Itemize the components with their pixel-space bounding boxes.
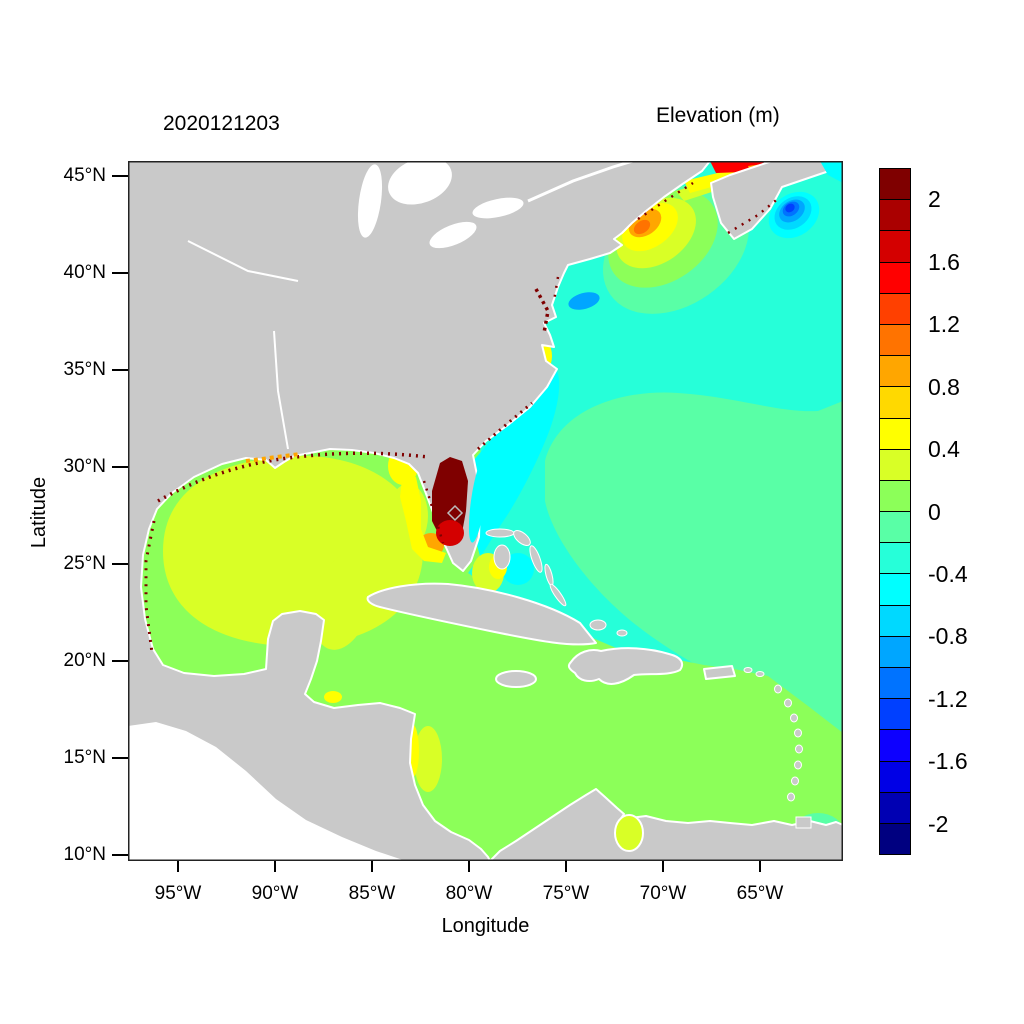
colorbar-segment bbox=[880, 791, 910, 823]
colorbar-segment bbox=[880, 169, 910, 200]
x-tick-mark bbox=[565, 861, 567, 872]
colorbar-segment bbox=[880, 386, 910, 418]
timestamp-title: 2020121203 bbox=[163, 112, 280, 135]
scotian-shelf-low-rings bbox=[768, 191, 820, 239]
new-jersey-coast-low-spot bbox=[568, 292, 600, 310]
y-tick-mark bbox=[112, 660, 128, 662]
cuba-island bbox=[366, 582, 597, 646]
great-lakes bbox=[357, 161, 524, 249]
y-tick-label: 25°N bbox=[63, 553, 106, 574]
colorbar-segment bbox=[880, 417, 910, 449]
colorbar-segment bbox=[880, 323, 910, 356]
x-axis-title: Longitude bbox=[441, 915, 530, 937]
y-tick-label: 20°N bbox=[63, 650, 106, 671]
lake-okeechobee-outline bbox=[446, 504, 464, 522]
y-tick-mark bbox=[112, 175, 128, 177]
x-tick-label: 95°W bbox=[154, 883, 202, 904]
colorbar-tick-label: -0.8 bbox=[928, 623, 968, 650]
colorbar-tick-label: 0.8 bbox=[928, 373, 960, 400]
x-tick-label: 80°W bbox=[445, 883, 493, 904]
y-tick-label: 15°N bbox=[63, 747, 106, 768]
x-tick-mark bbox=[177, 861, 179, 872]
colorbar-tick-label: -1.6 bbox=[928, 748, 968, 775]
colorbar-segment bbox=[880, 199, 910, 231]
central-atlantic-patch bbox=[545, 392, 843, 733]
colorbar-segment bbox=[880, 292, 910, 324]
colorbar-tick-label: -1.2 bbox=[928, 685, 968, 712]
map-plot-area bbox=[128, 161, 843, 861]
colorbar-tick-label: 0.4 bbox=[928, 436, 960, 463]
y-tick-mark bbox=[112, 757, 128, 759]
pacific-no-data-region bbox=[128, 722, 406, 861]
lake-maracaibo-high bbox=[614, 814, 644, 852]
elevation-contour-map bbox=[128, 161, 843, 861]
colorbar bbox=[879, 168, 911, 855]
colorbar-segment bbox=[880, 760, 910, 792]
y-tick-label: 10°N bbox=[63, 844, 106, 865]
colorbar-tick-label: 1.2 bbox=[928, 311, 960, 338]
y-axis-title: Latitude bbox=[28, 476, 50, 549]
colorbar-segment bbox=[880, 604, 910, 636]
colorbar-segment bbox=[880, 511, 910, 543]
y-tick-label: 45°N bbox=[63, 165, 106, 186]
colorbar-tick-label: 1.6 bbox=[928, 248, 960, 275]
south-america-land bbox=[489, 788, 843, 861]
colorbar-segment bbox=[880, 729, 910, 761]
colorbar-segment bbox=[880, 822, 910, 855]
colorbar-segment bbox=[880, 479, 910, 512]
x-tick-mark bbox=[371, 861, 373, 872]
colorbar-segment bbox=[880, 261, 910, 293]
y-tick-mark bbox=[112, 563, 128, 565]
river-lines bbox=[187, 161, 634, 450]
colorbar-tick-label: -2 bbox=[928, 810, 949, 837]
colorbar-title: Elevation (m) bbox=[656, 104, 780, 127]
colorbar-segment bbox=[880, 573, 910, 605]
colorbar-tick-label: 0 bbox=[928, 498, 941, 525]
y-tick-label: 30°N bbox=[63, 456, 106, 477]
colorbar-segment bbox=[880, 355, 910, 387]
colorbar-segment bbox=[880, 230, 910, 262]
hispaniola-island bbox=[567, 647, 684, 685]
colorbar-segment bbox=[880, 667, 910, 699]
puerto-rico-island bbox=[703, 665, 736, 680]
southeast-shelf-cyan-patch bbox=[469, 371, 560, 556]
y-tick-mark bbox=[112, 272, 128, 274]
colorbar-segment bbox=[880, 635, 910, 667]
y-tick-mark bbox=[112, 369, 128, 371]
y-tick-label: 35°N bbox=[63, 359, 106, 380]
coastal-flooded-speckles bbox=[144, 181, 781, 654]
x-tick-mark bbox=[759, 861, 761, 872]
y-tick-label: 40°N bbox=[63, 262, 106, 283]
x-tick-label: 90°W bbox=[251, 883, 299, 904]
x-tick-label: 85°W bbox=[348, 883, 396, 904]
northeast-corner-cyan bbox=[820, 161, 843, 183]
colorbar-segment bbox=[880, 448, 910, 480]
y-tick-mark bbox=[112, 854, 128, 856]
x-tick-mark bbox=[468, 861, 470, 872]
y-tick-mark bbox=[112, 466, 128, 468]
colorbar-tick-label: 2 bbox=[928, 186, 941, 213]
x-tick-label: 65°W bbox=[736, 883, 784, 904]
jamaica-island bbox=[495, 670, 537, 688]
x-tick-label: 70°W bbox=[639, 883, 687, 904]
south-florida-high bbox=[400, 457, 488, 563]
colorbar-segment bbox=[880, 698, 910, 730]
colorbar-segment bbox=[880, 542, 910, 574]
colorbar-tick-label: -0.4 bbox=[928, 560, 968, 587]
x-tick-mark bbox=[662, 861, 664, 872]
small-islands bbox=[485, 528, 812, 829]
x-tick-mark bbox=[274, 861, 276, 872]
plot-border bbox=[128, 161, 843, 861]
x-tick-label: 75°W bbox=[542, 883, 590, 904]
